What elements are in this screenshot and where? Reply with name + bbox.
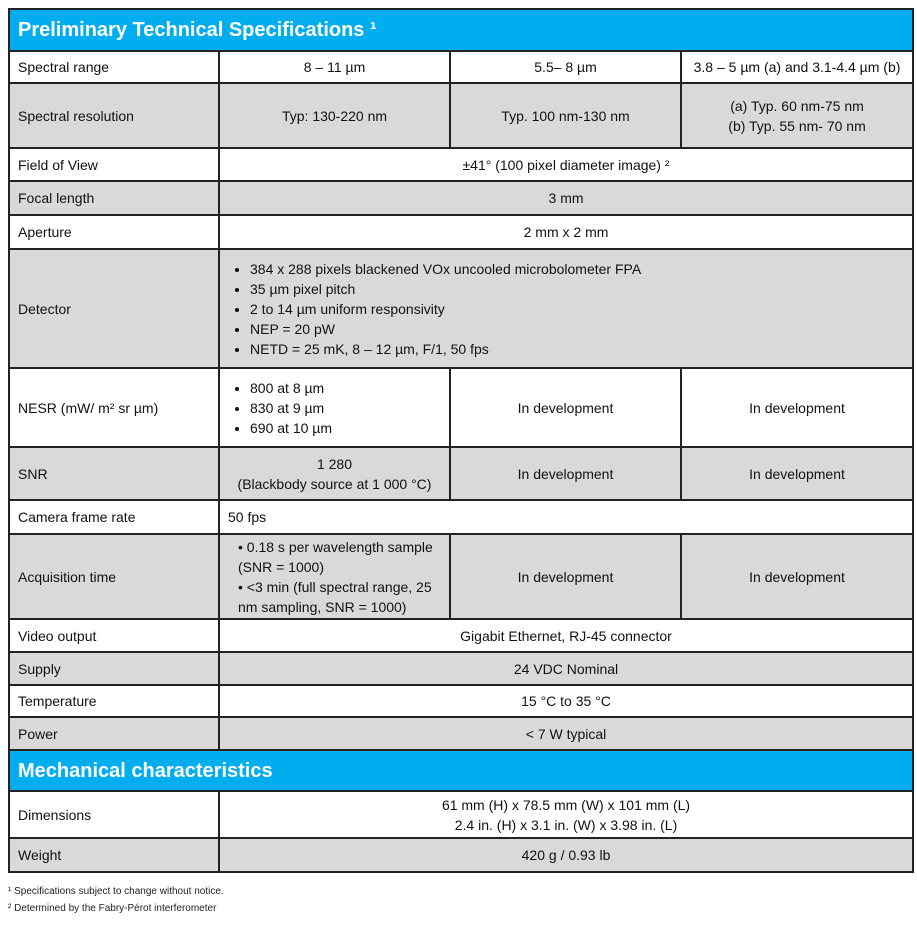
- spec-value: 61 mm (H) x 78.5 mm (W) x 101 mm (L) 2.4 …: [217, 790, 915, 839]
- bullet-item: 35 µm pixel pitch: [250, 279, 904, 299]
- spec-value: 5.5– 8 µm: [449, 50, 682, 84]
- spec-label: Weight: [8, 837, 220, 873]
- section-title: Mechanical characteristics: [7, 749, 915, 792]
- value-line: 61 mm (H) x 78.5 mm (W) x 101 mm (L): [441, 796, 691, 813]
- spec-label: Field of View: [8, 147, 220, 182]
- footnote-2: ² Determined by the Fabry-Pérot interfer…: [8, 903, 217, 914]
- spec-value: Typ: 130-220 nm: [218, 82, 451, 149]
- spec-value: 0.18 s per wavelength sample (SNR = 1000…: [218, 533, 451, 620]
- bullet-item: 690 at 10 µm: [250, 418, 441, 438]
- spec-row: Temperature 15 °C to 35 °C: [8, 684, 915, 718]
- spec-value: 2 mm x 2 mm: [217, 214, 915, 250]
- spec-value: 3.8 – 5 µm (a) and 3.1-4.4 µm (b): [679, 50, 915, 84]
- bullet-item: 800 at 8 µm: [250, 378, 441, 398]
- value-line: (Blackbody source at 1 000 °C): [237, 475, 432, 492]
- spec-label: Video output: [8, 618, 220, 653]
- spec-label: Camera frame rate: [8, 499, 220, 535]
- spec-value: Typ. 100 nm-130 nm: [449, 82, 682, 149]
- spec-label: Supply: [8, 651, 220, 686]
- spec-value: In development: [679, 367, 915, 448]
- spec-value: 24 VDC Nominal: [217, 651, 915, 686]
- value-line: 2.4 in. (H) x 3.1 in. (W) x 3.98 in. (L): [454, 816, 678, 833]
- bullet-item: 384 x 288 pixels blackened VOx uncooled …: [250, 259, 904, 279]
- spec-value: 384 x 288 pixels blackened VOx uncooled …: [217, 248, 915, 369]
- spec-value: 3 mm: [217, 180, 915, 216]
- spec-label: Aperture: [8, 214, 220, 250]
- spec-value: < 7 W typical: [217, 716, 915, 751]
- value-line: (a) Typ. 60 nm-75 nm: [730, 97, 864, 114]
- spec-value: In development: [449, 446, 682, 501]
- spec-value: 1 280 (Blackbody source at 1 000 °C): [218, 446, 451, 501]
- spec-label: NESR (mW/ m² sr µm): [8, 367, 220, 448]
- spec-row: Camera frame rate 50 fps: [8, 499, 915, 535]
- spec-value: ±41° (100 pixel diameter image) ²: [217, 147, 915, 182]
- bullet-item: 0.18 s per wavelength sample (SNR = 1000…: [238, 537, 441, 577]
- value-line: (b) Typ. 55 nm- 70 nm: [728, 117, 866, 134]
- spec-row: Field of View ±41° (100 pixel diameter im…: [8, 147, 915, 182]
- spec-row: Weight 420 g / 0.93 lb: [8, 837, 915, 873]
- spec-row: Video output Gigabit Ethernet, RJ-45 conn…: [8, 618, 915, 653]
- spec-value: In development: [449, 533, 682, 620]
- spec-row: Spectral range 8 – 11 µm 5.5– 8 µm 3.8 – 5 …: [8, 50, 915, 84]
- bullet-item: NEP = 20 pW: [250, 319, 904, 339]
- spec-row: Detector 384 x 288 pixels blackened VOx u…: [8, 248, 915, 369]
- spec-label: Detector: [8, 248, 220, 369]
- spec-row: SNR 1 280 (Blackbody source at 1 000 °C) In…: [8, 446, 915, 501]
- bullet-list: 0.18 s per wavelength sample (SNR = 1000…: [228, 537, 441, 617]
- spec-label: Spectral range: [8, 50, 220, 84]
- bullet-list: 800 at 8 µm830 at 9 µm690 at 10 µm: [228, 378, 441, 438]
- spec-row: Focal length 3 mm: [8, 180, 915, 216]
- spec-label: Acquisition time: [8, 533, 220, 620]
- spec-value: In development: [679, 446, 915, 501]
- spec-value: 420 g / 0.93 lb: [217, 837, 915, 873]
- spec-value: (a) Typ. 60 nm-75 nm (b) Typ. 55 nm- 70 n…: [679, 82, 915, 149]
- spec-value: 800 at 8 µm830 at 9 µm690 at 10 µm: [218, 367, 451, 448]
- spec-row: Spectral resolution Typ: 130-220 nm Typ. 1…: [8, 82, 915, 149]
- spec-row: Dimensions 61 mm (H) x 78.5 mm (W) x 101 …: [8, 790, 915, 839]
- spec-row: Aperture 2 mm x 2 mm: [8, 214, 915, 250]
- bullet-item: <3 min (full spectral range, 25 nm sampl…: [238, 577, 441, 617]
- footnote-1: ¹ Specifications subject to change witho…: [8, 886, 224, 897]
- bullet-item: 830 at 9 µm: [250, 398, 441, 418]
- spec-value: Gigabit Ethernet, RJ-45 connector: [217, 618, 915, 653]
- spec-row: NESR (mW/ m² sr µm)800 at 8 µm830 at 9 µ…: [8, 367, 915, 448]
- spec-value: 50 fps: [217, 499, 915, 535]
- section-header: Mechanical characteristics: [7, 749, 915, 792]
- bullet-item: 2 to 14 µm uniform responsivity: [250, 299, 904, 319]
- spec-label: Power: [8, 716, 220, 751]
- spec-value: 15 °C to 35 °C: [217, 684, 915, 718]
- spec-label: SNR: [8, 446, 220, 501]
- spec-value: In development: [679, 533, 915, 620]
- spec-row: Power < 7 W typical: [8, 716, 915, 751]
- spec-label: Temperature: [8, 684, 220, 718]
- spec-value: In development: [449, 367, 682, 448]
- spec-label: Focal length: [8, 180, 220, 216]
- spec-row: Supply 24 VDC Nominal: [8, 651, 915, 686]
- value-line: 1 280: [316, 455, 353, 472]
- spec-label: Spectral resolution: [8, 82, 220, 149]
- specifications-table: Preliminary Technical Specifications ¹ Sp…: [7, 8, 915, 873]
- spec-value: 8 – 11 µm: [218, 50, 451, 84]
- bullet-item: NETD = 25 mK, 8 – 12 µm, F/1, 50 fps: [250, 339, 904, 359]
- spec-row: Acquisition time 0.18 s per wavelength sa…: [8, 533, 915, 620]
- section-title: Preliminary Technical Specifications ¹: [7, 8, 915, 52]
- bullet-list: 384 x 288 pixels blackened VOx uncooled …: [228, 259, 904, 359]
- section-header: Preliminary Technical Specifications ¹: [7, 8, 915, 52]
- spec-label: Dimensions: [8, 790, 220, 839]
